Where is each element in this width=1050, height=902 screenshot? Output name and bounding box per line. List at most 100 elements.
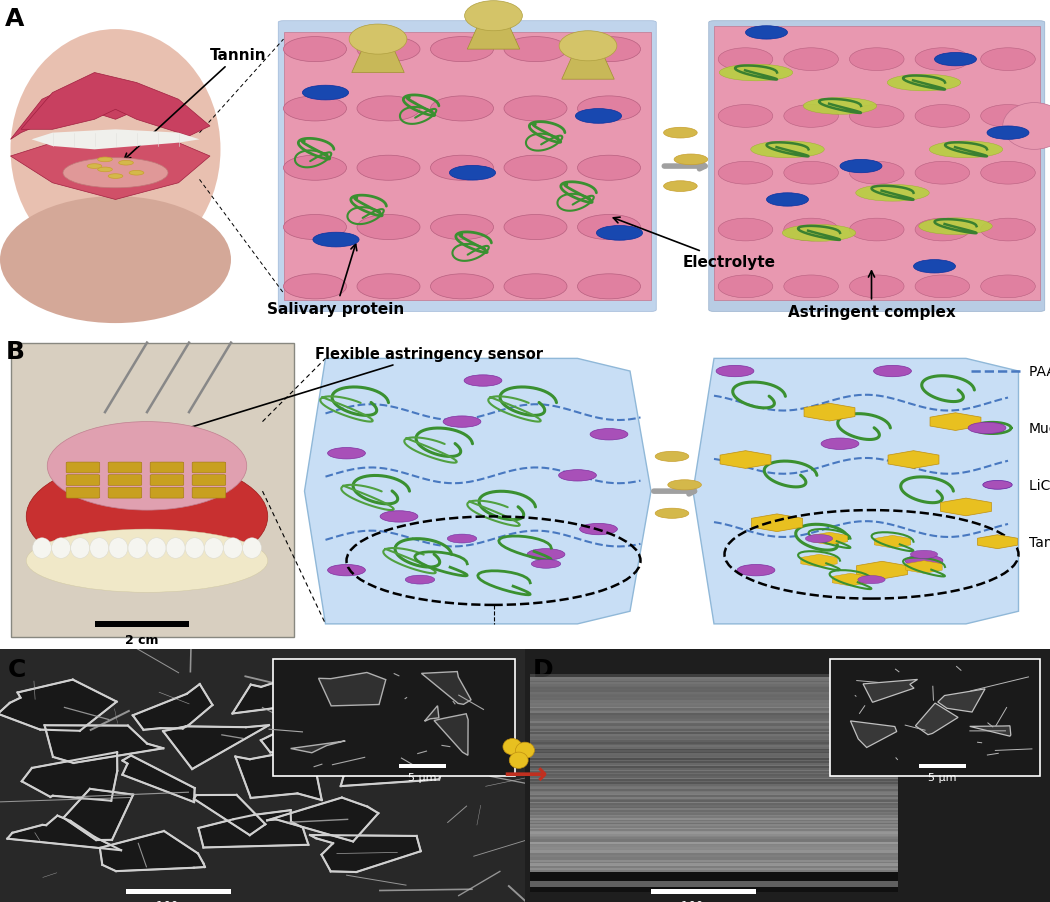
Text: A: A <box>5 6 24 31</box>
Polygon shape <box>132 685 212 730</box>
Text: B: B <box>5 340 24 364</box>
Polygon shape <box>267 797 378 842</box>
Bar <box>530 704 898 705</box>
Circle shape <box>302 86 349 101</box>
FancyBboxPatch shape <box>709 22 1045 312</box>
Ellipse shape <box>26 460 268 574</box>
Bar <box>530 823 898 825</box>
Bar <box>530 749 898 750</box>
Polygon shape <box>467 4 520 50</box>
Bar <box>530 695 898 697</box>
Bar <box>530 787 898 789</box>
Circle shape <box>98 158 112 162</box>
Ellipse shape <box>10 30 220 271</box>
Bar <box>530 829 898 832</box>
Bar <box>530 722 898 723</box>
Bar <box>530 836 898 838</box>
Polygon shape <box>10 133 210 200</box>
Circle shape <box>910 550 938 559</box>
Text: Electrolyte: Electrolyte <box>613 218 776 270</box>
Bar <box>530 730 898 732</box>
Bar <box>530 851 898 854</box>
Ellipse shape <box>284 274 346 299</box>
Bar <box>530 808 898 810</box>
Bar <box>530 863 898 865</box>
FancyBboxPatch shape <box>192 463 226 474</box>
Text: 100 μm: 100 μm <box>156 899 201 902</box>
Circle shape <box>737 565 775 576</box>
FancyBboxPatch shape <box>66 488 100 499</box>
Circle shape <box>328 565 365 576</box>
Bar <box>530 834 898 836</box>
Polygon shape <box>100 831 205 871</box>
Bar <box>530 734 898 736</box>
FancyBboxPatch shape <box>108 475 142 486</box>
Circle shape <box>983 481 1012 490</box>
Bar <box>530 871 898 892</box>
Polygon shape <box>44 725 164 763</box>
Text: Tannic acid: Tannic acid <box>1029 535 1050 549</box>
Ellipse shape <box>856 185 929 202</box>
Polygon shape <box>21 73 210 137</box>
Ellipse shape <box>224 538 243 558</box>
Polygon shape <box>32 130 200 150</box>
Bar <box>830 659 1040 776</box>
Text: Astringent complex: Astringent complex <box>788 272 956 320</box>
Ellipse shape <box>47 422 247 511</box>
FancyBboxPatch shape <box>192 475 226 486</box>
Bar <box>530 851 898 852</box>
Bar <box>530 691 898 693</box>
Polygon shape <box>0 680 117 731</box>
Bar <box>530 818 898 820</box>
FancyBboxPatch shape <box>278 22 656 312</box>
Polygon shape <box>163 725 269 769</box>
Bar <box>530 681 898 683</box>
Ellipse shape <box>849 49 904 71</box>
Bar <box>530 759 898 760</box>
Ellipse shape <box>915 106 970 128</box>
Bar <box>399 764 446 769</box>
Bar <box>530 810 898 812</box>
Bar <box>530 802 898 804</box>
Bar <box>530 771 898 773</box>
Bar <box>530 744 898 746</box>
Circle shape <box>821 438 859 450</box>
Circle shape <box>98 168 112 172</box>
Ellipse shape <box>803 98 877 115</box>
Ellipse shape <box>504 156 567 181</box>
Ellipse shape <box>205 538 224 558</box>
Bar <box>530 739 898 741</box>
Bar <box>530 773 898 775</box>
Bar <box>530 702 898 704</box>
Ellipse shape <box>430 97 494 122</box>
FancyBboxPatch shape <box>150 463 184 474</box>
Circle shape <box>119 161 133 166</box>
Circle shape <box>668 480 701 491</box>
Bar <box>530 747 898 749</box>
Ellipse shape <box>915 276 970 299</box>
Polygon shape <box>318 673 385 706</box>
Ellipse shape <box>919 218 992 235</box>
Bar <box>530 675 898 700</box>
Ellipse shape <box>430 216 494 240</box>
Bar <box>530 765 898 767</box>
Circle shape <box>934 53 976 67</box>
Bar <box>530 800 898 803</box>
FancyBboxPatch shape <box>66 475 100 486</box>
Polygon shape <box>232 679 328 713</box>
Ellipse shape <box>929 142 1003 159</box>
Circle shape <box>313 233 359 248</box>
Bar <box>530 806 898 809</box>
Bar <box>530 683 898 685</box>
Bar <box>530 713 898 715</box>
Ellipse shape <box>783 49 838 71</box>
Bar <box>530 812 898 814</box>
Ellipse shape <box>578 97 640 122</box>
Bar <box>530 769 898 770</box>
Bar <box>530 824 898 826</box>
Circle shape <box>464 375 502 387</box>
Ellipse shape <box>349 25 407 55</box>
Ellipse shape <box>578 156 640 181</box>
Bar <box>530 685 898 686</box>
Text: 5 μm: 5 μm <box>408 772 437 782</box>
